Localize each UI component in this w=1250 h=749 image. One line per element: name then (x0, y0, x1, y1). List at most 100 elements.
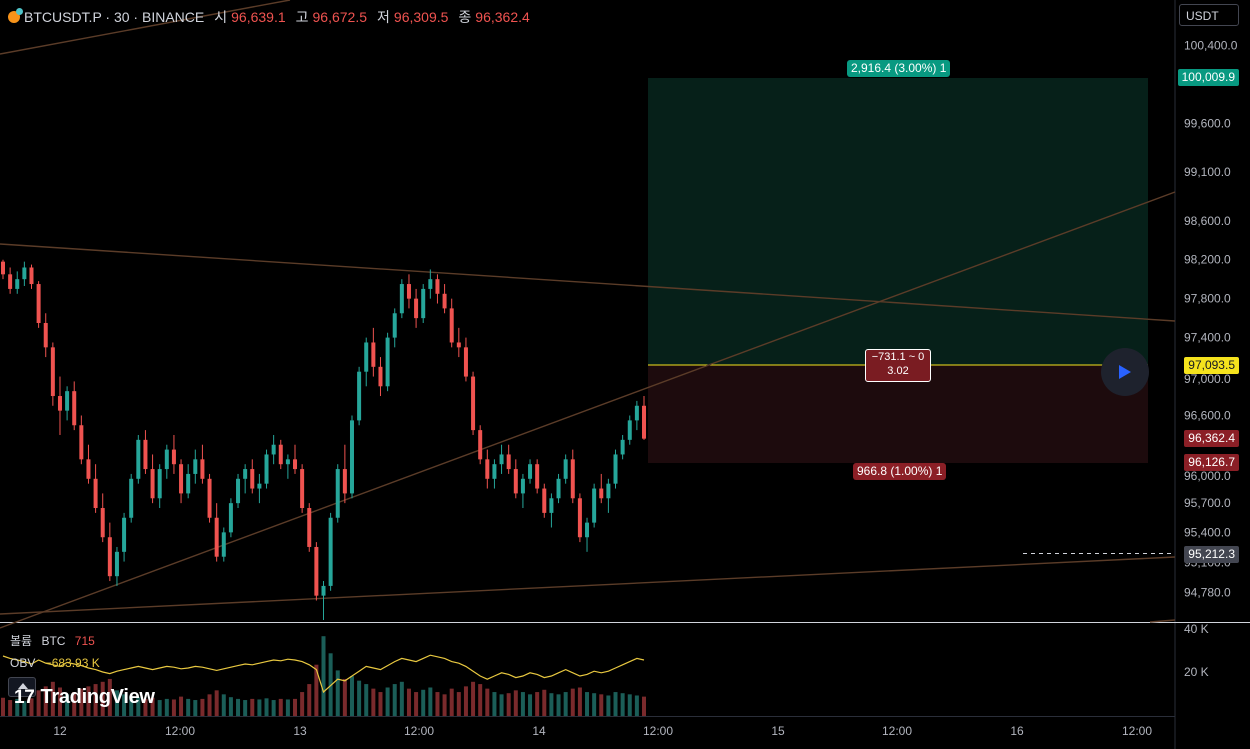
trendline-descending[interactable] (0, 243, 1176, 322)
position-center-label[interactable]: −731.1 ~ 0 3.02 (865, 349, 931, 382)
candle (471, 371, 476, 435)
price-tick-label: 100,400.0 (1184, 38, 1238, 52)
volume-bar (599, 694, 604, 716)
bitcoin-icon (8, 8, 23, 23)
volume-bar (36, 690, 41, 716)
low-value: 96,309.5 (393, 9, 449, 25)
volume-bar (328, 653, 333, 716)
candle (577, 493, 582, 543)
candle (321, 581, 326, 620)
collapse-indicators-button[interactable] (8, 677, 36, 697)
obv-value: −683.93 K (44, 656, 100, 670)
volume-bar (478, 684, 483, 716)
candle (364, 337, 369, 387)
loss-label[interactable]: 966.8 (1.00%) 1 (853, 463, 947, 480)
volume-bar (471, 681, 476, 716)
time-tick-label: 12:00 (165, 724, 195, 738)
candle (264, 449, 269, 489)
volume-bar (634, 695, 639, 716)
volume-bar (435, 692, 440, 716)
volume-bar (349, 676, 354, 716)
volume-bar (449, 688, 454, 716)
time-axis[interactable]: 12 12:00 13 12:00 14 12:00 15 12:00 16 12:00 (53, 724, 1152, 738)
volume-bar (399, 681, 404, 716)
profit-label[interactable]: 2,916.4 (3.00%) 1 (847, 60, 951, 77)
volume-bar (378, 692, 383, 716)
tradingview-logo[interactable]: 17 TradingView (14, 686, 155, 709)
candle (556, 473, 561, 504)
candle (456, 327, 461, 358)
volume-bar (620, 693, 625, 716)
volume-bar (606, 695, 611, 716)
volume-bar (43, 686, 48, 716)
candle (449, 298, 454, 348)
candle-series[interactable] (1, 259, 646, 620)
symbol-legend[interactable]: BTCUSDT.P · 30 · BINANCE 시 96,639.1 고 96,6… (8, 7, 530, 27)
volume-bar (506, 693, 511, 716)
candle (392, 308, 397, 348)
volume-bar (271, 700, 276, 716)
volume-bar (421, 689, 426, 716)
time-tick-label: 12:00 (1122, 724, 1152, 738)
volume-bar (214, 690, 219, 716)
candle (563, 454, 568, 484)
price-tick-label: 97,400.0 (1184, 331, 1231, 345)
time-tick-label: 16 (1010, 724, 1024, 738)
volume-bar (65, 694, 70, 716)
volume-bar (29, 698, 34, 716)
price-tick-label: 96,600.0 (1184, 409, 1231, 423)
currency-selector[interactable]: USDT (1179, 4, 1239, 26)
candle (378, 357, 383, 397)
volume-series (1, 636, 646, 716)
candle (221, 527, 226, 562)
candle (278, 439, 283, 470)
candle (236, 473, 241, 509)
volume-bar (186, 698, 191, 716)
volume-bar (520, 692, 525, 716)
candle (36, 281, 41, 328)
volume-bar (442, 694, 447, 716)
close-value: 96,362.4 (475, 9, 530, 25)
volume-bar (15, 698, 20, 716)
volume-bar (136, 697, 141, 716)
obv-line (2, 654, 645, 694)
obv-legend[interactable]: OBV −683.93 K (10, 656, 100, 670)
time-tick-label: 12:00 (643, 724, 673, 738)
center-risk-reward: 3.02 (887, 365, 909, 377)
trendline-bottom-right[interactable] (1149, 619, 1176, 623)
volume-bar (164, 698, 169, 716)
trendline-ascending[interactable] (0, 191, 1176, 629)
symbol-name[interactable]: BTCUSDT.P · 30 · BINANCE (24, 9, 205, 25)
trendline-top[interactable] (0, 0, 291, 55)
current-price-tag: 96,362.4 (1184, 430, 1239, 447)
volume-legend[interactable]: 볼륨 BTC 715 (10, 632, 95, 649)
time-tick-label: 12 (53, 724, 67, 738)
trendline-bottom[interactable] (0, 556, 1176, 615)
volume-value: 715 (74, 634, 95, 648)
candle (406, 274, 411, 309)
price-axis[interactable]: 100,400.0 99,600.0 99,100.0 98,600.0 98,200.… (1184, 38, 1238, 599)
candle (157, 464, 162, 509)
price-tick-label: 96,000.0 (1184, 469, 1231, 483)
candle (485, 449, 490, 489)
volume-bar (485, 688, 490, 716)
volume-bar (150, 697, 155, 716)
volume-bar (50, 681, 55, 716)
candle (93, 464, 98, 513)
replay-play-button[interactable] (1101, 348, 1149, 396)
candle (357, 366, 362, 426)
candle (193, 449, 198, 484)
candle (186, 464, 191, 499)
volume-bar (57, 687, 62, 716)
candle (150, 454, 155, 504)
volume-bar (542, 689, 547, 716)
profit-zone[interactable] (648, 78, 1148, 365)
volume-bar (592, 693, 597, 716)
candle (43, 313, 48, 358)
volume-bar (556, 694, 561, 716)
candle (520, 473, 525, 509)
candle (179, 459, 184, 504)
candle (86, 444, 91, 484)
high-label: 고 (295, 9, 309, 25)
